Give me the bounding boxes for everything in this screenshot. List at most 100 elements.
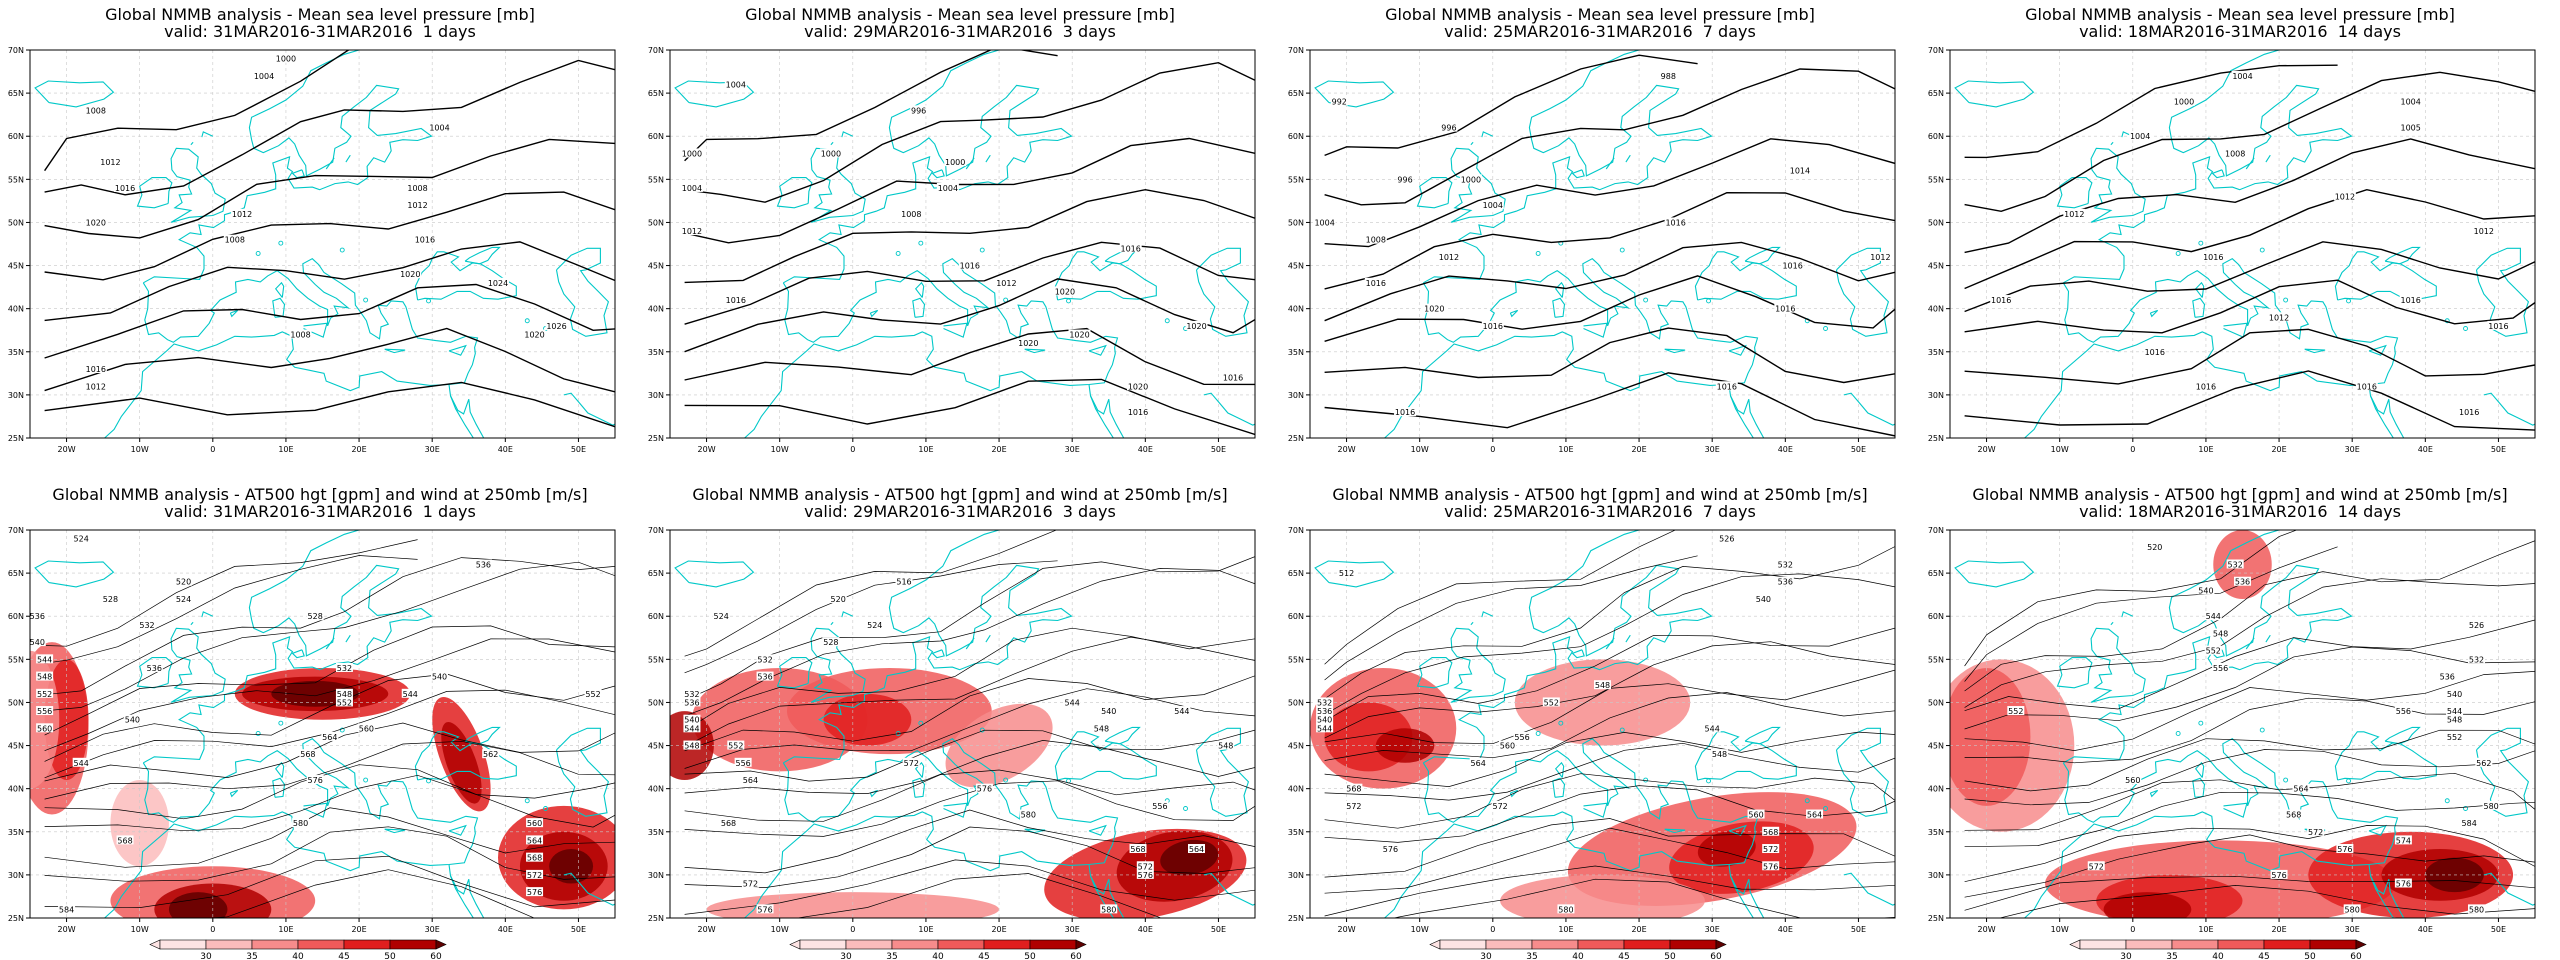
contour-label-bg	[1481, 200, 1504, 210]
lon-tick-label: 0	[2130, 445, 2135, 454]
plot-frame	[29, 529, 616, 919]
lat-tick-label: 50N	[8, 698, 24, 707]
lon-tick-label: 30E	[425, 925, 440, 934]
contour-label-bg	[523, 329, 546, 339]
contour-label: 524	[176, 595, 191, 604]
lake	[1558, 720, 1564, 726]
contour-line	[684, 530, 1058, 657]
contour-label-bg	[428, 122, 451, 132]
contour-label-bg	[72, 533, 90, 543]
coastline	[2110, 621, 2114, 626]
plot-frame	[1309, 529, 1896, 919]
coastline	[1090, 395, 1125, 438]
colorbar-swatch	[1439, 939, 1487, 950]
coastline	[830, 141, 834, 146]
contour-line	[1998, 885, 2535, 918]
contour-label-bg	[1469, 757, 1487, 767]
contour-line	[1324, 54, 1698, 157]
contour-label: 572	[743, 880, 758, 889]
contour-line	[205, 869, 536, 918]
contour-label-bg	[36, 723, 54, 733]
contour-label-bg	[1092, 723, 1110, 733]
contour-label: 540	[2447, 690, 2462, 699]
wind-shade	[2103, 892, 2192, 918]
coastline	[1605, 637, 1615, 650]
contour-label: 564	[2293, 785, 2308, 794]
contour-label: 560	[2125, 776, 2140, 785]
colorbar-arrow	[2069, 939, 2081, 950]
lat-tick-label: 45N	[8, 742, 24, 751]
contour-line	[1964, 772, 2535, 831]
contour-line	[1324, 742, 1895, 801]
contour-label-bg	[1068, 329, 1091, 339]
lat-tick-label: 35N	[648, 348, 664, 357]
lat-tick-label: 45N	[1928, 262, 1944, 271]
lat-tick-label: 40N	[8, 785, 24, 794]
colorbar-swatch	[2079, 939, 2127, 950]
coastline	[450, 395, 485, 438]
contour-label-bg	[1788, 165, 1811, 175]
lon-tick-label: 20E	[1631, 445, 1646, 454]
lon-tick-label: 10E	[278, 445, 293, 454]
contour-label: 572	[2089, 862, 2104, 871]
plot-content: 1004 1000 1004 1004 1005 1008 1012 1012 1012 1016…	[1950, 50, 2535, 438]
colorbar-swatch	[1577, 939, 1625, 950]
panel-title: Global NMMB analysis - AT500 hgt [gpm] a…	[1332, 485, 1868, 504]
coastline	[2149, 789, 2159, 798]
colorbar-label: 45	[1618, 952, 1629, 960]
contour-line	[684, 675, 1255, 752]
contour-label-bg	[1440, 122, 1458, 132]
contour-label-bg	[1557, 904, 1575, 914]
contour-line	[44, 539, 418, 647]
contour-line	[44, 673, 615, 762]
colorbar-label: 35	[1526, 952, 1537, 960]
contour-label: 572	[527, 871, 542, 880]
coastline	[2056, 657, 2093, 689]
contour-label-bg	[1718, 533, 1736, 543]
coastline	[2194, 761, 2205, 778]
contour-label: 996	[1441, 124, 1456, 133]
coastline	[841, 611, 854, 618]
contour-label-bg	[712, 611, 730, 621]
coastline	[2370, 395, 2405, 438]
contour-label: 572	[1346, 802, 1361, 811]
coastline	[1730, 395, 1765, 438]
contour-label-bg	[975, 783, 993, 793]
contour-label-bg	[175, 576, 193, 586]
lon-tick-label: 10W	[131, 445, 149, 454]
coastline	[274, 761, 285, 778]
contour-label-bg	[231, 208, 254, 218]
contour-label-bg	[734, 757, 752, 767]
contour-label: 524	[74, 535, 89, 544]
coastline	[810, 147, 866, 223]
contour-label-bg	[1173, 706, 1191, 716]
contour-label: 1004	[429, 124, 449, 133]
contour-label-bg	[2194, 381, 2217, 391]
contour-label: 576	[527, 888, 542, 897]
contour-line	[1964, 619, 2535, 712]
colorbar-label: 40	[2212, 952, 2224, 960]
contour-line	[1324, 773, 1895, 829]
coastline	[201, 611, 214, 618]
contour-label-bg	[357, 723, 375, 733]
coastline	[2063, 50, 2360, 284]
contour-label: 548	[1712, 750, 1727, 759]
contour-label-bg	[2129, 131, 2152, 141]
coastline	[1728, 344, 1747, 356]
contour-label-bg	[680, 148, 703, 158]
plot-frame	[1309, 49, 1896, 439]
contour-label: 532	[2469, 655, 2484, 664]
map-plot: 988 992 996 996 1000 1014 1004 1004 1008 1012 1016…	[1288, 46, 1896, 454]
plot-content: 5165205245245285325365325365405445485405…	[670, 530, 1255, 918]
panel-title: Global NMMB analysis - Mean sea level pr…	[745, 5, 1175, 24]
lat-tick-label: 40N	[1928, 785, 1944, 794]
lat-tick-label: 55N	[648, 175, 664, 184]
lake	[278, 720, 284, 726]
contour-label-bg	[2197, 585, 2215, 595]
lon-tick-label: 20E	[2271, 925, 2286, 934]
coastline	[2368, 824, 2387, 836]
contour-label: 544	[2447, 707, 2462, 716]
lon-tick-label: 40E	[498, 445, 513, 454]
lat-tick-label: 40N	[8, 305, 24, 314]
